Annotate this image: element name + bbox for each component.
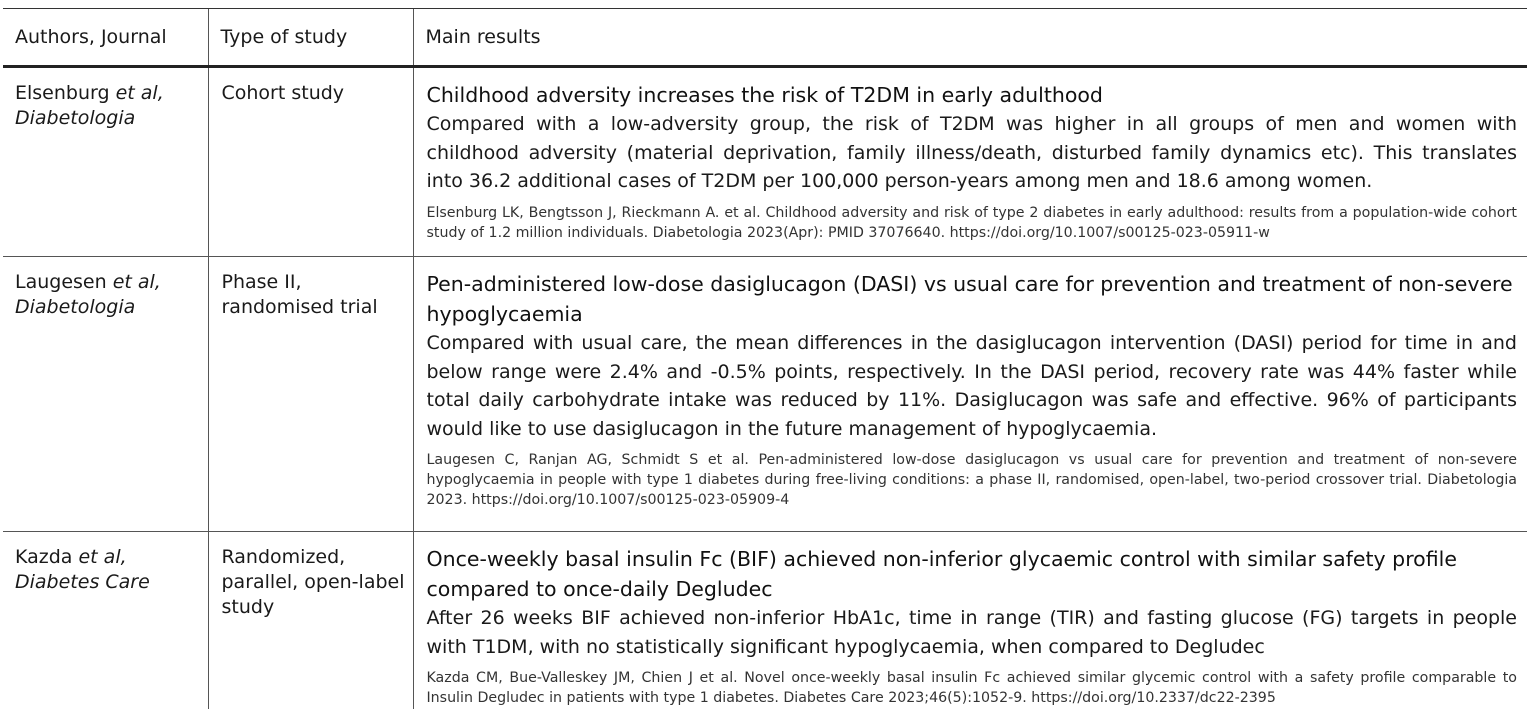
study-type-cell: Randomized, parallel, open-label study <box>207 531 413 709</box>
author-suffix: et al, <box>72 546 127 568</box>
result-reference: Laugesen C, Ranjan AG, Schmidt S et al. … <box>426 452 1518 509</box>
header-type-of-study: Type of study <box>207 8 413 68</box>
table-row: Elsenburg et al, Diabetologia Cohort stu… <box>3 66 1527 257</box>
result-summary: Compared with a low-adversity group, the… <box>426 113 1518 193</box>
author-name: Elsenburg <box>15 82 110 104</box>
study-type-cell: Phase II, randomised trial <box>207 256 413 532</box>
result-headline: Pen-administered low-dose dasiglucagon (… <box>426 272 1513 326</box>
result-reference: Elsenburg LK, Bengtsson J, Rieckmann A. … <box>426 204 1518 241</box>
journal-name: Diabetologia <box>15 296 136 318</box>
header-row: Authors, Journal Type of study Main resu… <box>3 8 1527 68</box>
studies-table: Authors, Journal Type of study Main resu… <box>3 8 1527 709</box>
study-type: Cohort study <box>221 82 345 104</box>
authors-cell: Laugesen et al, Diabetologia <box>3 256 208 532</box>
author-suffix: et al, <box>106 271 161 293</box>
main-results-cell: Once-weekly basal insulin Fc (BIF) achie… <box>412 531 1527 709</box>
main-results-cell: Pen-administered low-dose dasiglucagon (… <box>412 256 1527 532</box>
result-headline: Childhood adversity increases the risk o… <box>426 83 1103 107</box>
study-type-line: study <box>221 596 275 618</box>
author-name: Kazda <box>15 546 73 568</box>
journal-name: Diabetes Care <box>15 571 150 593</box>
table-body: Elsenburg et al, Diabetologia Cohort stu… <box>3 66 1527 709</box>
authors-cell: Kazda et al, Diabetes Care <box>3 532 208 709</box>
table-header: Authors, Journal Type of study Main resu… <box>3 8 1527 68</box>
result-reference: Kazda CM, Bue-Valleskey JM, Chien J et a… <box>426 670 1518 707</box>
study-type-cell: Cohort study <box>207 66 413 257</box>
study-type-line: parallel, open-label <box>221 571 405 593</box>
header-authors-journal: Authors, Journal <box>3 8 208 68</box>
header-main-results: Main results <box>412 8 1527 68</box>
result-summary: After 26 weeks BIF achieved non-inferior… <box>426 607 1518 658</box>
table-row: Laugesen et al, Diabetologia Phase II, r… <box>3 256 1527 532</box>
author-name: Laugesen <box>15 271 107 293</box>
authors-cell: Elsenburg et al, Diabetologia <box>3 66 208 257</box>
study-type-line: Phase II, <box>221 271 302 293</box>
study-type-line: Randomized, <box>221 546 346 568</box>
table-row: Kazda et al, Diabetes Care Randomized, p… <box>3 531 1527 709</box>
study-type-line: randomised trial <box>221 296 378 318</box>
result-summary: Compared with usual care, the mean diffe… <box>426 332 1518 440</box>
journal-name: Diabetologia <box>15 107 136 129</box>
main-results-cell: Childhood adversity increases the risk o… <box>412 66 1527 257</box>
author-suffix: et al, <box>109 82 164 104</box>
result-headline: Once-weekly basal insulin Fc (BIF) achie… <box>426 547 1457 601</box>
